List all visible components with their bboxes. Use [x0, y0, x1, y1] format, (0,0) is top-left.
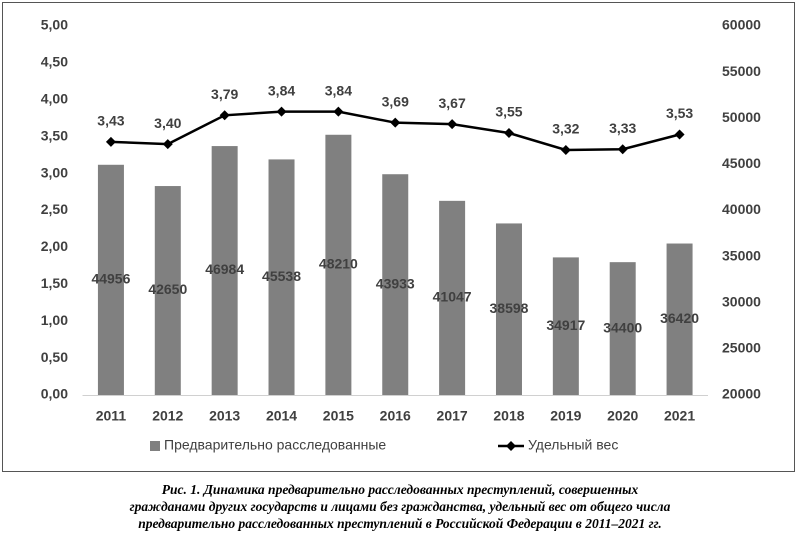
y2-tick-label: 55000 [722, 63, 761, 79]
y2-tick-label: 25000 [722, 340, 761, 356]
legend-marker [506, 441, 516, 451]
y2-tick-label: 45000 [722, 155, 761, 171]
caption-line: Рис. 1. Динамика предварительно расследо… [162, 482, 639, 497]
line-value-label: 3,84 [268, 82, 295, 98]
x-tick-label: 2013 [209, 408, 240, 424]
line-value-label: 3,43 [97, 113, 124, 129]
y2-tick-label: 40000 [722, 201, 761, 217]
bar [439, 200, 466, 395]
x-tick-label: 2017 [437, 408, 468, 424]
line-marker [503, 128, 514, 139]
bar [382, 174, 409, 395]
y-tick-label: 4,00 [41, 91, 68, 107]
bar [154, 186, 181, 395]
line-marker [276, 106, 287, 117]
y-tick-label: 4,50 [41, 54, 68, 70]
y-tick-label: 1,00 [41, 312, 68, 328]
line-marker [390, 117, 401, 128]
line-value-label: 3,84 [325, 82, 352, 98]
bar [268, 159, 295, 395]
bar-value-label: 45538 [262, 268, 301, 284]
line-value-label: 3,79 [211, 86, 238, 102]
bar-value-label: 48210 [319, 256, 358, 272]
line [110, 110, 680, 152]
x-tick-label: 2011 [96, 408, 127, 424]
caption-line: предварительно расследованных преступлен… [138, 516, 662, 531]
bar-value-label: 41047 [433, 289, 472, 305]
y2-tick-label: 20000 [722, 386, 761, 402]
line-marker [219, 110, 230, 121]
line-marker [617, 144, 628, 155]
bar [97, 164, 124, 395]
y-tick-label: 0,00 [41, 386, 68, 402]
bar [325, 134, 352, 395]
line-marker [674, 129, 685, 140]
bar-value-label: 34400 [603, 319, 642, 335]
y-tick-label: 3,50 [41, 127, 68, 143]
x-tick-label: 2016 [380, 408, 411, 424]
line-value-label: 3,33 [609, 120, 636, 136]
bar [609, 262, 636, 395]
line-value-label: 3,55 [495, 104, 522, 120]
x-tick-label: 2020 [607, 408, 638, 424]
line-value-label: 3,40 [154, 115, 181, 131]
bar [666, 243, 693, 395]
y-tick-label: 1,50 [41, 275, 68, 291]
bar [495, 223, 522, 395]
bar-value-label: 34917 [546, 317, 585, 333]
y2-tick-label: 50000 [722, 109, 761, 125]
line-marker [333, 106, 344, 117]
line-value-label: 3,53 [666, 105, 693, 121]
y-tick-label: 3,00 [41, 164, 68, 180]
y2-tick-label: 35000 [722, 247, 761, 263]
y-tick-label: 2,00 [41, 238, 68, 254]
x-tick-label: 2021 [664, 408, 695, 424]
line-marker [105, 136, 116, 147]
legend-label: Предварительно расследованные [164, 437, 386, 453]
line-value-label: 3,32 [552, 121, 579, 137]
bar [211, 146, 238, 395]
y-tick-label: 2,50 [41, 201, 68, 217]
y2-tick-label: 60000 [722, 17, 761, 33]
line-marker [560, 144, 571, 155]
y2-tick-label: 30000 [722, 293, 761, 309]
bar [552, 257, 579, 395]
line-marker [447, 119, 458, 130]
y-tick-label: 5,00 [41, 17, 68, 33]
y-tick-label: 0,50 [41, 349, 68, 365]
caption-line: гражданами других государств и лицами бе… [130, 499, 671, 514]
x-tick-label: 2015 [323, 408, 354, 424]
x-tick-label: 2018 [493, 408, 524, 424]
x-tick-label: 2012 [152, 408, 183, 424]
x-tick-label: 2014 [266, 408, 297, 424]
bar-value-label: 44956 [91, 271, 130, 287]
bar-value-label: 36420 [660, 310, 699, 326]
x-tick-label: 2019 [550, 408, 581, 424]
chart-frame [2, 2, 795, 472]
legend-swatch [150, 441, 160, 451]
bar-value-label: 38598 [490, 300, 529, 316]
legend-label: Удельный вес [528, 437, 618, 453]
bar-value-label: 42650 [148, 281, 187, 297]
line-value-label: 3,67 [438, 95, 465, 111]
bar-value-label: 43933 [376, 275, 415, 291]
bar-value-label: 46984 [205, 261, 244, 277]
line-marker [162, 139, 173, 150]
line-value-label: 3,69 [382, 93, 409, 109]
